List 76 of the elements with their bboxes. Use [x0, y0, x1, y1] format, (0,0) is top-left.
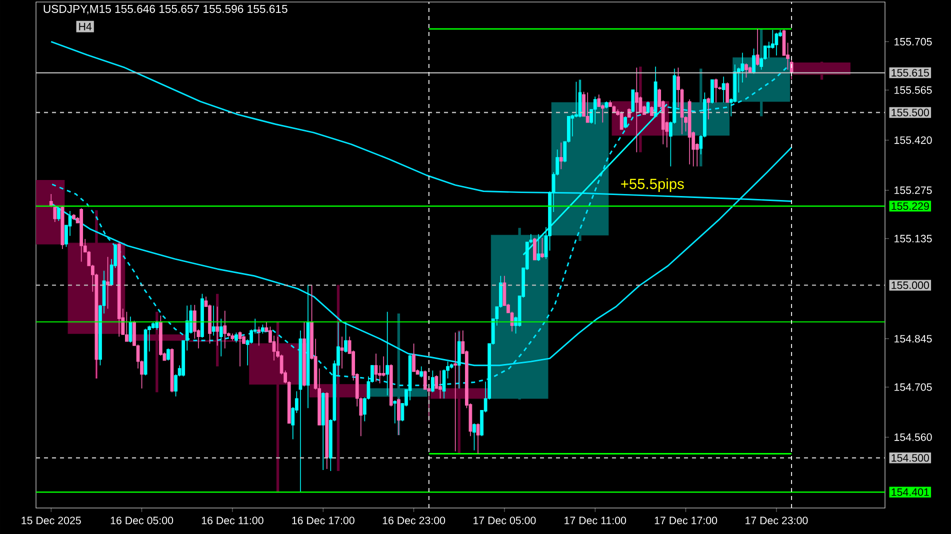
candlestick: [532, 237, 536, 260]
y-tick-label: 155.705: [894, 38, 932, 46]
y-tick-label: 155.565: [894, 86, 932, 94]
candlestick: [722, 76, 726, 103]
candlestick: [559, 142, 563, 170]
candlestick: [166, 348, 170, 361]
candlestick: [434, 374, 438, 389]
x-tick-label: 15 Dec 2025: [22, 516, 81, 524]
candlestick: [624, 116, 628, 129]
candlestick: [382, 356, 386, 377]
ref-line-label: 155.615: [892, 69, 929, 77]
ref-line-label: 154.401: [892, 488, 929, 496]
candlestick: [438, 370, 442, 399]
x-tick-label: 17 Dec 11:00: [564, 516, 626, 524]
candlestick: [219, 318, 223, 357]
candlestick: [650, 106, 654, 116]
candlestick: [106, 256, 110, 310]
y-tick-label: 155.275: [894, 186, 932, 194]
x-tick-label: 17 Dec 17:00: [654, 516, 718, 524]
candlestick: [710, 79, 714, 104]
x-tick-label: 16 Dec 11:00: [202, 516, 264, 524]
candlestick: [212, 305, 216, 336]
candlestick: [476, 422, 480, 454]
candlestick: [412, 343, 416, 372]
ref-line-label: 155.229: [892, 202, 929, 210]
candlestick: [540, 237, 544, 258]
candlestick: [340, 336, 344, 369]
annotation: +55.5pips: [621, 178, 684, 192]
candlestick: [124, 311, 128, 342]
candlestick: [396, 398, 400, 436]
candlestick: [472, 422, 476, 451]
candlestick: [238, 331, 242, 367]
y-tick-label: 155.420: [894, 136, 932, 144]
x-tick-label: 16 Dec 05:00: [110, 516, 174, 524]
candlestick: [454, 332, 458, 452]
candlestick: [223, 310, 227, 349]
candlestick: [767, 41, 771, 58]
candlestick: [706, 97, 710, 120]
candlestick: [752, 48, 756, 74]
candlestick: [344, 321, 348, 353]
candlestick: [257, 326, 261, 346]
candlestick: [430, 370, 434, 393]
ref-line-label: 155.500: [892, 108, 930, 116]
candlestick: [374, 353, 378, 382]
candlestick: [597, 94, 601, 108]
ref-line-label: 155.000: [892, 281, 930, 289]
candlestick: [726, 82, 730, 103]
candlestick: [634, 67, 638, 153]
candlestick: [586, 92, 590, 123]
candlestick: [756, 28, 760, 66]
candlestick: [386, 311, 390, 396]
candlestick: [578, 79, 582, 118]
ref-line-label: 154.500: [892, 454, 930, 462]
y-tick-label: 155.135: [894, 234, 932, 242]
candlestick: [53, 204, 57, 222]
y-tick-label: 154.705: [894, 383, 932, 391]
annotation: H4: [79, 22, 92, 30]
x-tick-label: 17 Dec 05:00: [474, 516, 536, 524]
candlestick: [620, 111, 624, 130]
candlestick: [774, 32, 778, 56]
x-tick-label: 16 Dec 17:00: [292, 516, 354, 524]
candlestick: [423, 370, 427, 390]
candlestick: [714, 78, 718, 103]
candlestick: [631, 89, 635, 113]
y-tick-label: 154.560: [894, 433, 932, 441]
candlestick: [128, 316, 132, 343]
candlestick: [393, 400, 397, 424]
candlestick: [593, 96, 597, 125]
candlestick: [420, 366, 424, 378]
candlestick: [234, 332, 238, 343]
x-tick-label: 16 Dec 23:00: [382, 516, 446, 524]
chart-title: USDJPY,M15 155.646 155.657 155.596 155.615: [44, 4, 288, 14]
y-tick-label: 154.845: [894, 334, 932, 343]
candlestick: [744, 63, 748, 78]
x-tick-label: 17 Dec 23:00: [746, 516, 808, 524]
candlestick: [56, 206, 60, 222]
